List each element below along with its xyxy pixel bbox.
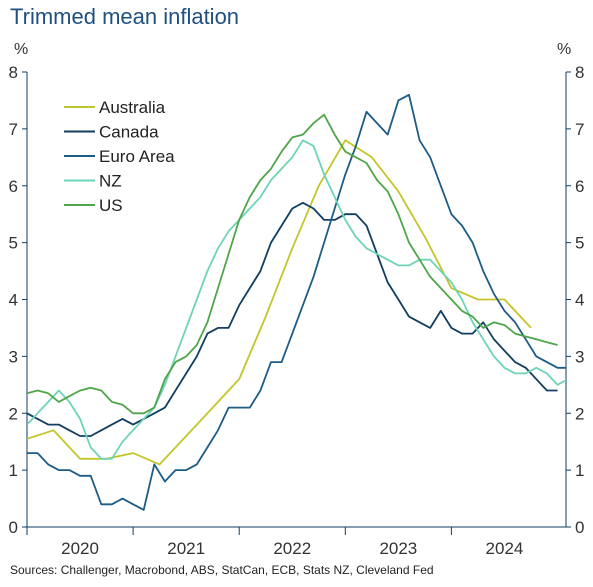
legend: Australia Canada Euro Area NZ US <box>64 98 175 215</box>
legend-label: Canada <box>99 123 159 142</box>
y-tick-label-left: 2 <box>9 404 18 423</box>
series-line-nz <box>27 139 566 460</box>
y-axis-right-unit: % <box>557 41 571 58</box>
y-tick-label-left: 0 <box>9 518 18 537</box>
x-tick-label: 2021 <box>167 539 205 558</box>
y-tick-label-right: 4 <box>575 291 584 310</box>
legend-label: Australia <box>99 98 166 117</box>
y-tick-label-right: 0 <box>575 518 584 537</box>
y-tick-label-left: 7 <box>9 120 18 139</box>
series-line-australia <box>27 139 532 466</box>
y-tick-label-left: 6 <box>9 177 18 196</box>
y-axis-left: 0 1 2 3 4 5 6 7 8 <box>9 63 27 537</box>
x-axis: 2020 2021 2022 2023 2024 <box>61 539 523 558</box>
x-tick-label: 2020 <box>61 539 99 558</box>
y-tick-label-right: 2 <box>575 404 584 423</box>
y-tick-label-right: 7 <box>575 120 584 139</box>
y-axis-left-unit: % <box>14 41 28 58</box>
y-tick-label-left: 1 <box>9 461 18 480</box>
y-tick-label-right: 6 <box>575 177 584 196</box>
series-line-canada <box>27 201 558 437</box>
y-tick-label-left: 8 <box>9 63 18 82</box>
source-note: Sources: Challenger, Macrobond, ABS, Sta… <box>10 563 434 577</box>
y-tick-label-right: 1 <box>575 461 584 480</box>
legend-label: NZ <box>99 172 122 191</box>
y-axis-right: 0 1 2 3 4 5 6 7 8 <box>566 63 584 537</box>
year-dividers <box>26 527 452 535</box>
y-tick-label-right: 3 <box>575 347 584 366</box>
y-tick-label-left: 3 <box>9 347 18 366</box>
y-tick-label-right: 5 <box>575 234 584 253</box>
legend-label: Euro Area <box>99 147 175 166</box>
series-line-euro-area <box>27 93 566 511</box>
y-tick-label-left: 5 <box>9 234 18 253</box>
x-tick-label: 2023 <box>379 539 417 558</box>
series-line-us <box>27 113 558 415</box>
x-tick-label: 2022 <box>273 539 311 558</box>
legend-label: US <box>99 196 123 215</box>
x-tick-label: 2024 <box>486 539 524 558</box>
y-tick-label-right: 8 <box>575 63 584 82</box>
series-lines <box>27 93 566 511</box>
chart-title: Trimmed mean inflation <box>10 4 240 29</box>
y-tick-label-left: 4 <box>9 291 18 310</box>
